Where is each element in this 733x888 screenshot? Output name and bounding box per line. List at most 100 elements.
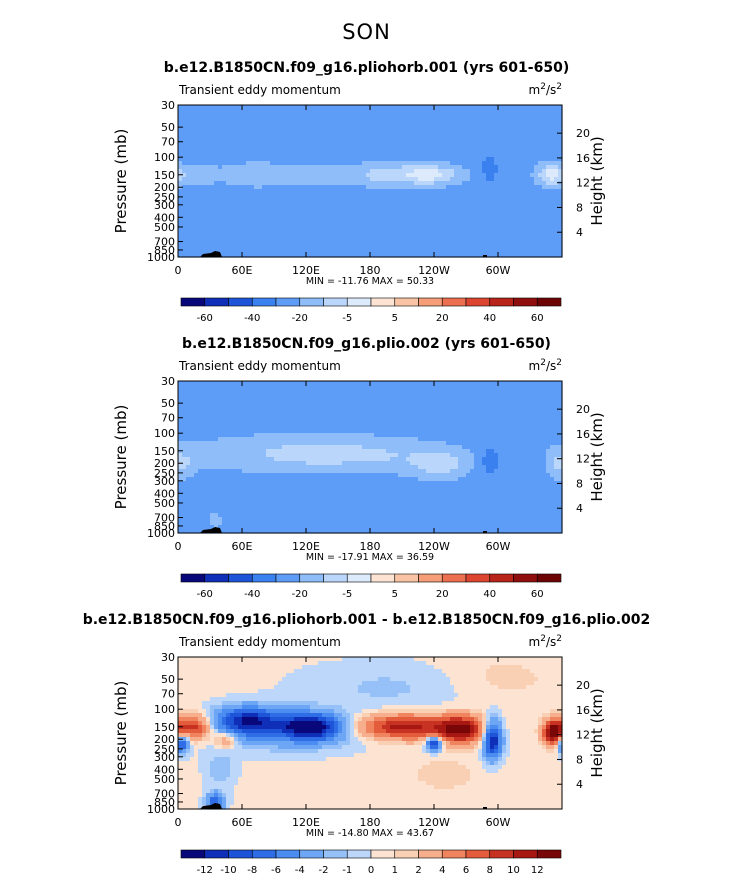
heatmap-cell (346, 141, 351, 146)
heatmap-cell (362, 409, 367, 414)
heatmap-cell (370, 429, 375, 434)
heatmap-cell (522, 125, 527, 130)
heatmap-cell (178, 405, 183, 410)
heatmap-cell (326, 417, 331, 422)
heatmap-cell (222, 193, 227, 198)
heatmap-cell (234, 129, 239, 134)
heatmap-cell (374, 189, 379, 194)
heatmap-cell (394, 193, 399, 198)
heatmap-cell (230, 249, 235, 254)
heatmap-cell (178, 141, 183, 146)
heatmap-cell (530, 249, 535, 254)
heatmap-cell (382, 405, 387, 410)
heatmap-cell (186, 145, 191, 150)
heatmap-cell (326, 173, 331, 178)
heatmap-cell (254, 209, 259, 214)
heatmap-cell (202, 217, 207, 222)
heatmap-cell (422, 121, 427, 126)
heatmap-cell (314, 405, 319, 410)
heatmap-cell (502, 237, 507, 242)
heatmap-cell (462, 137, 467, 142)
heatmap-cell (430, 165, 435, 170)
heatmap-cell (458, 221, 463, 226)
heatmap-cell (266, 189, 271, 194)
heatmap-cell (274, 189, 279, 194)
heatmap-cell (198, 129, 203, 134)
heatmap-cell (222, 129, 227, 134)
heatmap-cell (486, 121, 491, 126)
heatmap-cell (206, 221, 211, 226)
heatmap-cell (234, 201, 239, 206)
heatmap-cell (474, 209, 479, 214)
heatmap-cell (522, 429, 527, 434)
heatmap-cell (322, 153, 327, 158)
heatmap-cell (230, 201, 235, 206)
heatmap-cell (234, 429, 239, 434)
heatmap-cell (534, 389, 539, 394)
heatmap-cell (450, 413, 455, 418)
heatmap-cell (474, 177, 479, 182)
heatmap-cell (270, 385, 275, 390)
heatmap-cell (530, 121, 535, 126)
heatmap-cell (182, 253, 187, 258)
colorbar-box (251, 297, 277, 307)
heatmap-cell (378, 185, 383, 190)
heatmap-cell (218, 113, 223, 118)
heatmap-cell (478, 241, 483, 246)
heatmap-cell (482, 393, 487, 398)
heatmap-cell (266, 233, 271, 238)
heatmap-cell (498, 149, 503, 154)
heatmap-cell (186, 225, 191, 230)
heatmap-cell (354, 397, 359, 402)
heatmap-cell (290, 153, 295, 158)
heatmap-cell (446, 425, 451, 430)
heatmap-cell (514, 213, 519, 218)
heatmap-cell (466, 225, 471, 230)
heatmap-cell (534, 253, 539, 258)
heatmap-cell (382, 133, 387, 138)
heatmap-cell (378, 233, 383, 238)
heatmap-cell (478, 253, 483, 258)
heatmap-cell (546, 153, 551, 158)
heatmap-cell (202, 181, 207, 186)
heatmap-cell (266, 193, 271, 198)
heatmap-cell (186, 109, 191, 114)
heatmap-cell (426, 137, 431, 142)
heatmap-cell (494, 205, 499, 210)
heatmap-cell (510, 381, 515, 386)
heatmap-cell (554, 145, 559, 150)
heatmap-cell (190, 241, 195, 246)
heatmap-cell (226, 157, 231, 162)
heatmap-cell (446, 205, 451, 210)
heatmap-cell (430, 393, 435, 398)
heatmap-cell (494, 221, 499, 226)
heatmap-cell (550, 249, 555, 254)
heatmap-cell (370, 413, 375, 418)
colorbar-box (180, 297, 206, 307)
heatmap-cell (214, 393, 219, 398)
heatmap-cell (334, 145, 339, 150)
heatmap-cell (210, 185, 215, 190)
heatmap-cell (282, 149, 287, 154)
heatmap-cell (510, 113, 515, 118)
heatmap-cell (498, 197, 503, 202)
heatmap-cell (554, 137, 559, 142)
heatmap-cell (210, 189, 215, 194)
heatmap-cell (550, 125, 555, 130)
heatmap-cell (514, 145, 519, 150)
heatmap-cell (318, 249, 323, 254)
heatmap-cell (410, 185, 415, 190)
heatmap-cell (554, 413, 559, 418)
heatmap-cell (446, 133, 451, 138)
heatmap-cell (490, 153, 495, 158)
heatmap-cell (282, 125, 287, 130)
heatmap-cell (534, 161, 539, 166)
heatmap-cell (486, 253, 491, 258)
heatmap-cell (422, 189, 427, 194)
heatmap-cell (314, 417, 319, 422)
heatmap-cell (378, 201, 383, 206)
heatmap-cell (310, 221, 315, 226)
heatmap-cell (350, 177, 355, 182)
heatmap-cell (514, 185, 519, 190)
heatmap-cell (486, 397, 491, 402)
